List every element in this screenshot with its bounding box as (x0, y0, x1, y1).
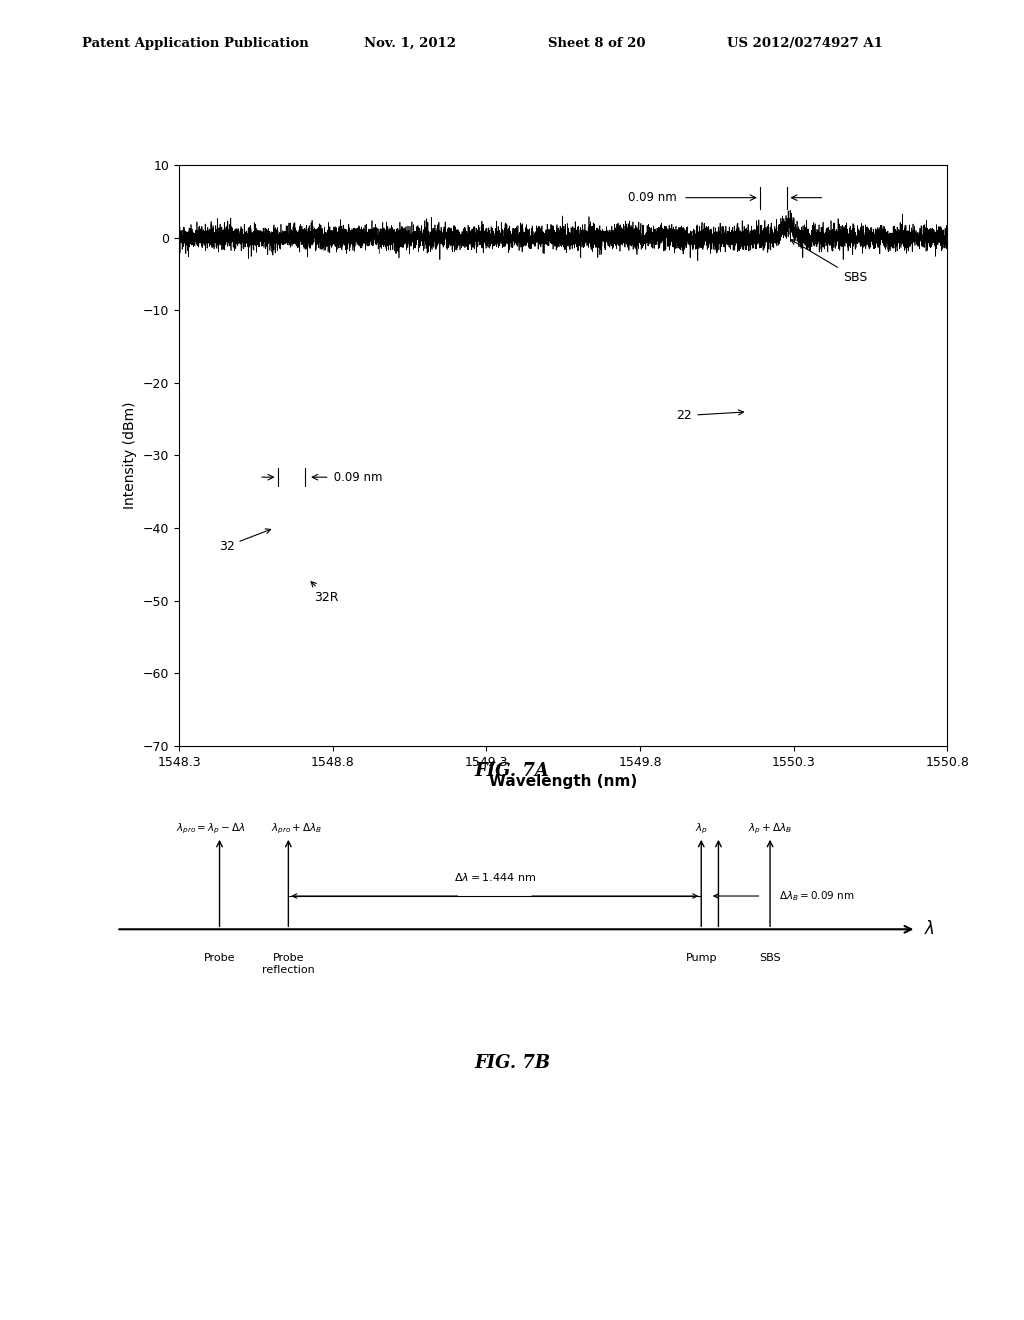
Text: SBS: SBS (759, 953, 781, 964)
Text: SBS: SBS (791, 240, 867, 284)
Text: $\lambda_{pro}+\Delta\lambda_B$: $\lambda_{pro}+\Delta\lambda_B$ (271, 822, 323, 837)
Text: Probe: Probe (204, 953, 236, 964)
Text: FIG. 7A: FIG. 7A (474, 762, 550, 780)
Text: 32: 32 (219, 529, 270, 553)
Text: US 2012/0274927 A1: US 2012/0274927 A1 (727, 37, 883, 50)
Text: Sheet 8 of 20: Sheet 8 of 20 (548, 37, 645, 50)
Text: Patent Application Publication: Patent Application Publication (82, 37, 308, 50)
Text: $\lambda_p$: $\lambda_p$ (695, 822, 708, 837)
Text: Probe
reflection: Probe reflection (262, 953, 314, 975)
Y-axis label: Intensity (dBm): Intensity (dBm) (124, 401, 137, 510)
Text: 0.09 nm: 0.09 nm (628, 191, 677, 205)
Text: Nov. 1, 2012: Nov. 1, 2012 (364, 37, 456, 50)
Text: $\Delta\lambda = 1.444$ nm: $\Delta\lambda = 1.444$ nm (454, 871, 536, 883)
Text: 32R: 32R (311, 582, 339, 603)
Text: 0.09 nm: 0.09 nm (330, 471, 382, 483)
Text: $\lambda_{pro}=\lambda_p-\Delta\lambda$: $\lambda_{pro}=\lambda_p-\Delta\lambda$ (176, 822, 246, 837)
X-axis label: Wavelength (nm): Wavelength (nm) (489, 774, 637, 789)
Text: FIG. 7B: FIG. 7B (474, 1053, 550, 1072)
Text: $\Delta\lambda_B=0.09$ nm: $\Delta\lambda_B=0.09$ nm (778, 890, 854, 903)
Text: 22: 22 (677, 409, 743, 422)
Text: $\lambda$: $\lambda$ (924, 920, 935, 939)
Text: Pump: Pump (685, 953, 717, 964)
Text: $\lambda_p+\Delta\lambda_B$: $\lambda_p+\Delta\lambda_B$ (749, 822, 792, 837)
